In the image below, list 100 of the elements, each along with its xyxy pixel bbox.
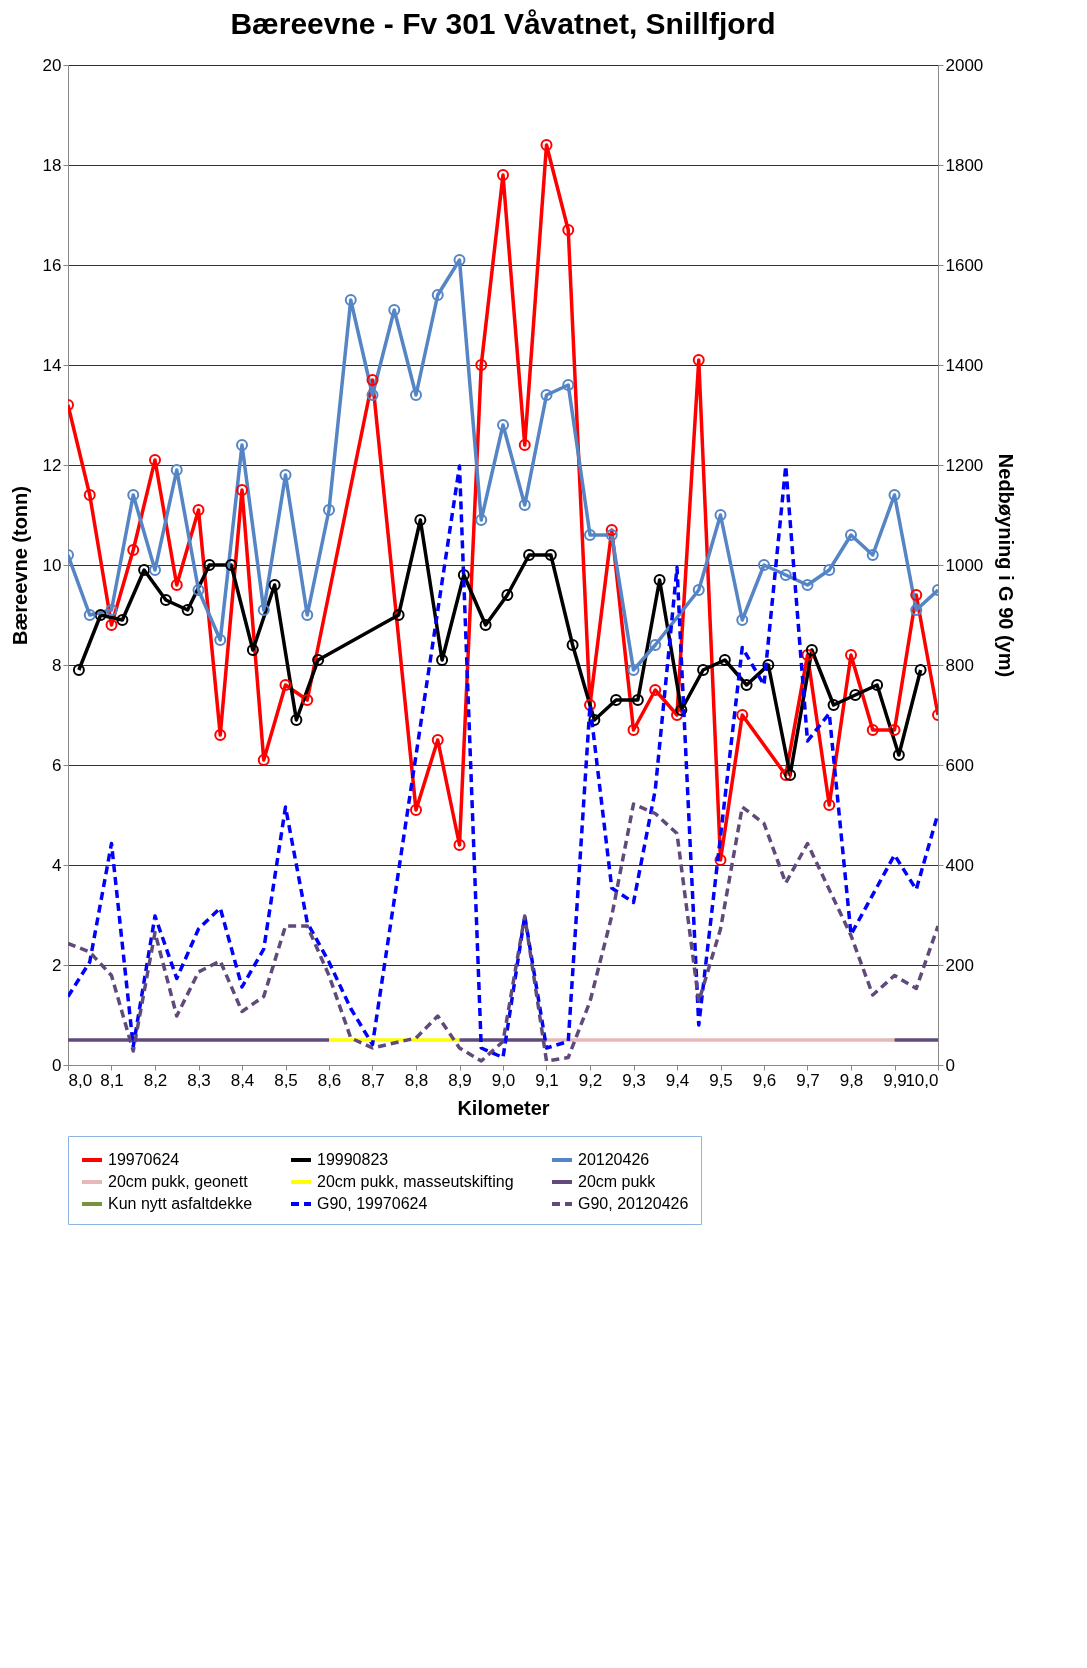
point: [627, 664, 640, 676]
y2-tick-label: 1800: [945, 155, 984, 175]
point: [236, 439, 248, 451]
point: [849, 689, 862, 701]
x-tick-label: 8,2: [143, 1070, 168, 1090]
point: [892, 749, 905, 761]
legend-label: 19990823: [317, 1151, 389, 1168]
point: [127, 489, 140, 501]
point: [631, 694, 644, 706]
point: [588, 714, 601, 726]
point: [301, 694, 314, 706]
point: [475, 514, 488, 526]
point: [871, 679, 884, 691]
point: [866, 724, 879, 736]
point: [605, 524, 618, 536]
x-tick-label: 9,7: [796, 1070, 820, 1090]
y2-tick-label: 1400: [945, 355, 984, 375]
x-tick-label: 8,3: [187, 1070, 211, 1090]
y2-tick-label: 2000: [945, 55, 984, 75]
point: [497, 169, 509, 181]
y2-tick-label: 1600: [945, 255, 984, 275]
point: [72, 664, 85, 676]
x-tick-label: 9,4: [665, 1070, 690, 1090]
point: [181, 604, 194, 616]
point: [779, 769, 792, 781]
point: [192, 584, 205, 596]
x-tick-label: 10,0: [905, 1070, 939, 1090]
point: [312, 654, 325, 666]
chart-title: Bæreevne - Fv 301 Våvatnet, Snillfjord: [230, 7, 776, 40]
y2-tick-label: 0: [945, 1055, 955, 1075]
point: [518, 439, 531, 451]
y-tick-label: 10: [42, 555, 62, 575]
x-tick-label: 8,9: [448, 1070, 472, 1090]
point: [323, 504, 335, 516]
y-tick-label: 0: [52, 1055, 62, 1075]
point: [740, 679, 753, 691]
point: [649, 684, 662, 696]
point: [392, 609, 405, 621]
point: [344, 294, 357, 306]
point: [431, 734, 444, 746]
point: [675, 704, 688, 716]
legend-label: 19970624: [108, 1151, 180, 1168]
y-axis-title: Bæreevne (tonn): [8, 486, 31, 645]
point: [410, 389, 422, 401]
point: [914, 664, 927, 676]
point: [736, 709, 749, 721]
legend-label: 20cm pukk, geonett: [108, 1173, 249, 1190]
legend-label: 20cm pukk, masseutskifting: [317, 1173, 514, 1190]
point: [149, 454, 161, 466]
point: [888, 724, 901, 736]
point: [910, 604, 923, 616]
point: [627, 724, 640, 736]
point: [523, 549, 536, 561]
x-tick-label: 8,1: [100, 1070, 124, 1090]
point: [236, 484, 248, 496]
x-tick-label: 8,4: [230, 1070, 255, 1090]
y-tick-label: 2: [52, 955, 62, 975]
point: [159, 594, 172, 606]
point: [605, 529, 618, 541]
point: [279, 679, 292, 691]
point: [366, 374, 379, 386]
legend-label: Kun nytt asfaltdekke: [108, 1195, 253, 1212]
y-tick-label: 12: [42, 455, 62, 475]
x-tick-label: 8,5: [274, 1070, 298, 1090]
point: [127, 544, 140, 556]
point: [697, 664, 710, 676]
point: [149, 564, 161, 576]
point: [257, 754, 270, 766]
x-tick-label: 9,2: [578, 1070, 603, 1090]
x-tick-label: 9,8: [839, 1070, 864, 1090]
x-tick-label: 9,9: [883, 1070, 907, 1090]
point: [518, 499, 531, 511]
point: [544, 549, 557, 561]
legend-label: G90, 20120426: [578, 1195, 689, 1212]
legend-label: 20cm pukk: [578, 1173, 657, 1190]
point: [301, 609, 314, 621]
point: [762, 659, 775, 671]
point: [388, 304, 401, 316]
y-tick-label: 20: [42, 55, 62, 75]
point: [584, 529, 596, 541]
point: [105, 619, 118, 631]
point: [784, 769, 797, 781]
point: [540, 139, 553, 151]
point: [214, 634, 227, 646]
y-tick-label: 14: [42, 355, 62, 375]
x-tick-label: 8,0: [68, 1070, 93, 1090]
x-tick-label: 9,6: [752, 1070, 777, 1090]
y-tick-label: 6: [52, 755, 62, 775]
x-tick-label: 9,1: [535, 1070, 559, 1090]
x-tick-label: 9,0: [491, 1070, 516, 1090]
point: [279, 469, 292, 481]
x-tick-label: 8,6: [317, 1070, 342, 1090]
point: [225, 559, 238, 571]
point: [414, 514, 427, 526]
point: [801, 649, 814, 661]
x-tick-label: 9,3: [622, 1070, 646, 1090]
legend-label: 20120426: [578, 1151, 650, 1168]
point: [718, 654, 731, 666]
point: [562, 379, 575, 391]
point: [566, 639, 579, 651]
